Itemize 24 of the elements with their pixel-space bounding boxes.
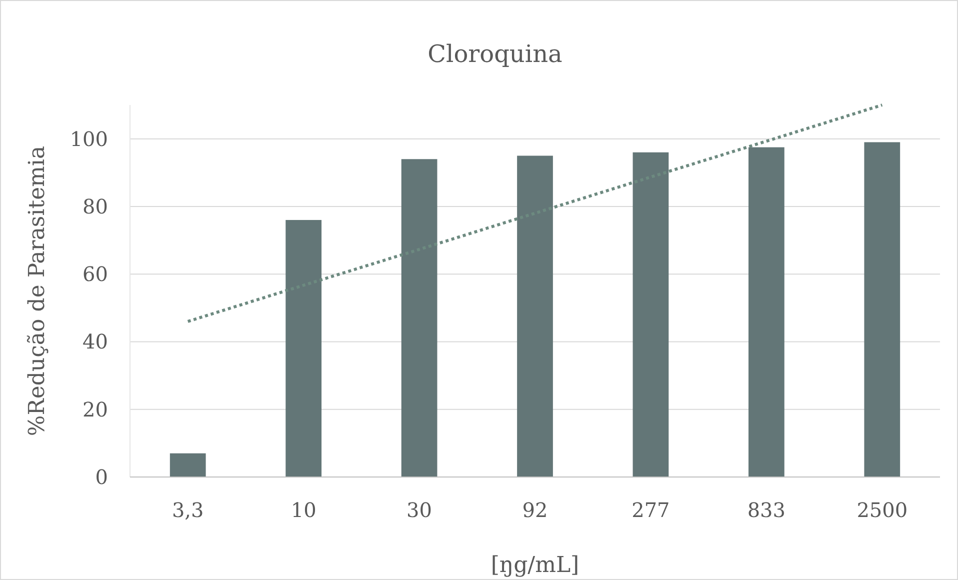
- bar: [401, 159, 438, 477]
- bar: [748, 147, 784, 477]
- bar: [286, 220, 322, 477]
- x-axis-title: [ŋg/mL]: [490, 553, 580, 578]
- y-tick-label: 80: [82, 194, 108, 218]
- bar: [517, 156, 553, 477]
- x-tick-label: 92: [522, 498, 548, 522]
- bar: [170, 453, 206, 477]
- x-tick-label: 833: [747, 498, 786, 522]
- y-tick-label: 20: [82, 397, 108, 422]
- x-tick-label: 277: [632, 498, 670, 522]
- y-tick-label: 0: [95, 465, 108, 489]
- y-tick-label: 100: [70, 126, 108, 151]
- y-axis-title: %Redução de Parasitemia: [25, 146, 50, 436]
- x-tick-label: 2500: [856, 498, 908, 522]
- bar: [632, 152, 669, 477]
- x-tick-label: 3,3: [172, 498, 204, 522]
- x-tick-label: 10: [290, 498, 316, 522]
- line-series: [186, 104, 884, 323]
- y-tick-label: 60: [82, 262, 108, 286]
- bar: [864, 142, 900, 477]
- y-tick-label: 40: [82, 330, 108, 354]
- chart-title: Cloroquina: [428, 40, 562, 68]
- x-tick-label: 30: [406, 498, 432, 522]
